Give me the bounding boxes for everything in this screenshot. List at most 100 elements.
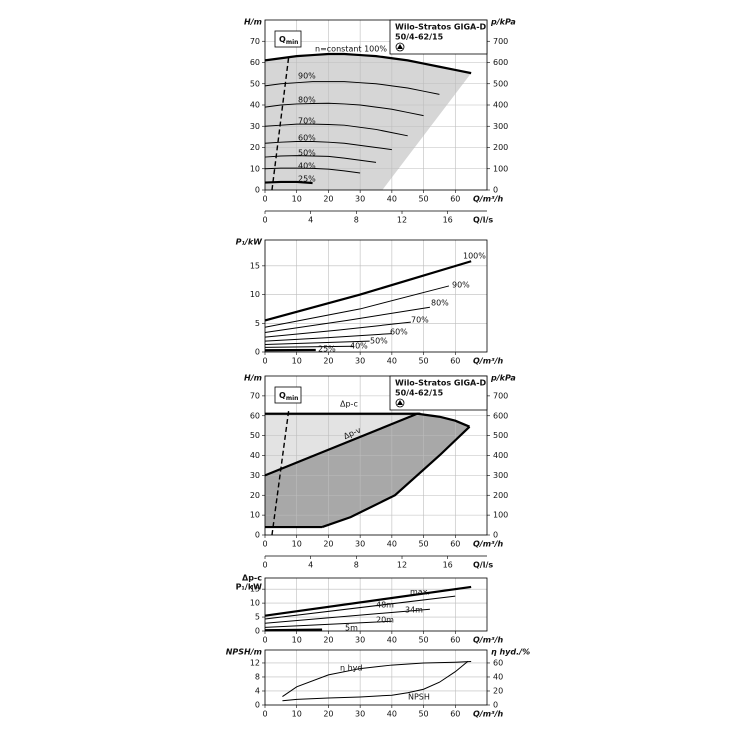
y-tick-label: 0 [255, 701, 260, 710]
y2-tick-label: 300 [493, 122, 508, 131]
curve [264, 333, 392, 342]
y-tick-label: 70 [250, 37, 260, 46]
x-tick-label: 20 [323, 195, 333, 204]
y-tick-label: 30 [250, 471, 260, 480]
x2-tick-label: 16 [443, 216, 453, 225]
x-tick-label: 10 [292, 357, 302, 366]
curve-label: 70% [298, 117, 316, 126]
curve-label: 34m [405, 606, 423, 615]
x-axis-label: Q/m³/h [473, 357, 503, 366]
curve [264, 155, 377, 163]
curve [264, 260, 472, 322]
x-tick-label: 10 [292, 710, 302, 719]
y-tick-label: 50 [250, 79, 260, 88]
curve-label: 90% [452, 281, 470, 290]
x-tick-label: 20 [323, 710, 333, 719]
x2-tick-label: 0 [262, 561, 267, 570]
x-tick-label: 50 [418, 195, 428, 204]
y-tick-label: 0 [255, 186, 260, 195]
chart-title: Wilo-Stratos GIGA-D [395, 23, 487, 32]
y-tick-label: 5 [255, 613, 260, 622]
y-tick-label: 0 [255, 348, 260, 357]
x-axis-label: Q/m³/h [473, 540, 503, 549]
curve-label: 20m [376, 616, 394, 625]
curve-label: NPSH [408, 693, 430, 702]
y-tick-label: 20 [250, 491, 260, 500]
y2-tick-label: 200 [493, 143, 508, 152]
y2-tick-label: 700 [493, 391, 508, 400]
curve [264, 102, 424, 117]
curve [264, 285, 450, 328]
y2-tick-label: 300 [493, 471, 508, 480]
curve [321, 425, 471, 529]
y-tick-label: 40 [250, 451, 260, 460]
curve [264, 585, 472, 617]
y-tick-label: 10 [250, 599, 260, 608]
x2-tick-label: 4 [308, 216, 313, 225]
y-axis-label: Δp-c [242, 574, 262, 583]
x-tick-label: 20 [323, 540, 333, 549]
y2-tick-label: 0 [493, 531, 498, 540]
y-axis-label: H/m [244, 374, 262, 383]
y2-tick-label: 600 [493, 58, 508, 67]
x-axis-label: Q/m³/h [473, 636, 503, 645]
x-tick-label: 40 [387, 357, 397, 366]
y2-tick-label: 40 [493, 672, 503, 681]
x2-tick-label: 12 [397, 216, 407, 225]
qmin-line [271, 56, 290, 191]
curve [282, 661, 472, 698]
plot-area [265, 650, 487, 705]
y-tick-label: 10 [250, 164, 260, 173]
y-tick-label: 10 [250, 290, 260, 299]
y2-tick-label: 500 [493, 79, 508, 88]
x-tick-label: 60 [450, 710, 460, 719]
y2-tick-label: 400 [493, 451, 508, 460]
qmin-line [271, 409, 290, 536]
y-axis-label: NPSH/m [226, 648, 262, 657]
y-axis-label: H/m [244, 18, 262, 27]
x-axis-label: Q/m³/h [473, 710, 503, 719]
curve-label: 100% [463, 252, 486, 261]
operating-range [265, 413, 421, 476]
y-tick-label: 0 [255, 627, 260, 636]
curve [264, 52, 472, 75]
x-tick-label: 40 [387, 636, 397, 645]
qmin-sub: min [286, 39, 299, 46]
curve-label: 80% [431, 299, 449, 308]
curve [264, 306, 430, 333]
x2-tick-label: 12 [397, 561, 407, 570]
x-tick-label: 40 [387, 710, 397, 719]
x2-tick-label: 8 [354, 216, 359, 225]
y-tick-label: 12 [250, 658, 260, 667]
y-tick-label: 30 [250, 122, 260, 131]
x-tick-label: 30 [355, 357, 365, 366]
curve [264, 595, 456, 620]
plot-frame [264, 239, 488, 353]
y-tick-label: 70 [250, 391, 260, 400]
symbol [397, 44, 403, 49]
x-tick-label: 0 [262, 357, 267, 366]
x-tick-label: 40 [387, 195, 397, 204]
y-tick-label: 60 [250, 411, 260, 420]
y-tick-label: 15 [250, 585, 260, 594]
chart: 0 10 20 30 40 50 60 0 4 8 12 0 20 40 60 Q/m³/h NPSH/m η h… [226, 648, 530, 719]
y2-axis-label: η hyd./% [491, 648, 530, 657]
y-tick-label: 50 [250, 431, 260, 440]
y-tick-label: 0 [255, 531, 260, 540]
x-tick-label: 10 [292, 540, 302, 549]
curve [264, 321, 411, 338]
y2-axis-label: p/kPa [490, 374, 516, 383]
curve [264, 123, 408, 137]
y-tick-label: 15 [250, 261, 260, 270]
qmin-label: Qmin [279, 35, 298, 46]
x-tick-label: 40 [387, 540, 397, 549]
curve [264, 345, 354, 348]
chart-subtitle: 50/4-62/15 [395, 389, 444, 398]
curve [264, 81, 440, 95]
qmin-sub: min [286, 395, 299, 402]
x-tick-label: 60 [450, 636, 460, 645]
x-tick-label: 10 [292, 195, 302, 204]
qmin-q: Q [279, 391, 286, 400]
chart: 0 10 20 30 40 50 60 0 5 10 15 Q/m³/h Δp-cP₁/kW max. 48… [236, 574, 504, 645]
y2-tick-label: 100 [493, 164, 508, 173]
